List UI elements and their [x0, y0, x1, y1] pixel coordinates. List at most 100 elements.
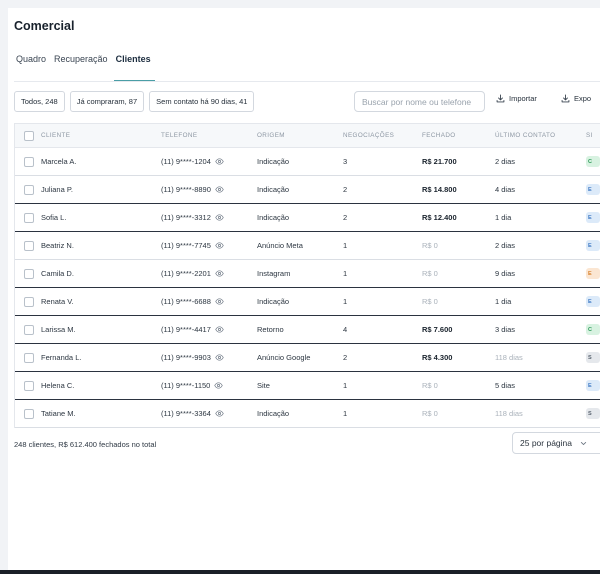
client-name[interactable]: Helena C. [41, 381, 75, 390]
last-contact-cell: 2 dias [495, 157, 516, 166]
phone-value: (11) 9****-2201 [161, 269, 211, 278]
client-name[interactable]: Camila D. [41, 269, 74, 278]
last-contact-cell: 1 dia [495, 297, 512, 306]
per-page-value: 25 por página [520, 438, 572, 448]
status-badge: S [586, 408, 600, 419]
closed-value: R$ 0 [422, 381, 438, 390]
row-checkbox[interactable] [24, 184, 34, 195]
table-row[interactable]: Fernanda L. (11) 9****-9903 Anúncio Google… [15, 344, 600, 372]
tabs: Quadro Recuperação Clientes [16, 52, 159, 82]
status-badge: E [586, 240, 600, 251]
table-row[interactable]: Larissa M. (11) 9****-4417 Retorno 4 R$ 7.60… [15, 316, 600, 344]
last-contact-cell: 3 dias [495, 325, 516, 334]
header-client[interactable]: CLIENTE [41, 132, 71, 139]
import-label: Importar [509, 94, 537, 103]
row-checkbox[interactable] [24, 380, 34, 391]
origin-cell: Indicação [257, 297, 290, 306]
eye-icon[interactable] [215, 241, 224, 250]
page-title: Comercial [14, 19, 75, 33]
header-status[interactable]: SI [586, 132, 593, 139]
row-checkbox[interactable] [24, 240, 34, 251]
filter-no-contact-90[interactable]: Sem contato há 90 dias, 41 [149, 91, 255, 112]
status-badge: E [586, 184, 600, 195]
table-header: CLIENTE TELEFONE ORIGEM NEGOCIAÇÕES FECH… [15, 124, 600, 148]
eye-icon[interactable] [214, 381, 224, 390]
client-name[interactable]: Renata V. [41, 297, 74, 306]
tab-clientes[interactable]: Clientes [113, 52, 155, 82]
negotiations-cell: 2 [343, 185, 348, 194]
eye-icon[interactable] [215, 325, 224, 334]
filter-purchased[interactable]: Já compraram, 87 [69, 91, 145, 112]
select-all-checkbox[interactable] [24, 130, 34, 141]
negotiations-cell: 1 [343, 381, 348, 390]
table-row[interactable]: Camila D. (11) 9****-2201 Instagram 1 R$ 0 9 … [15, 260, 600, 288]
table-row[interactable]: Helena C. (11) 9****-1150 Site 1 R$ 0 5 dias E [15, 372, 600, 400]
eye-icon[interactable] [215, 297, 224, 306]
table-row[interactable]: Marcela A. (11) 9****-1204 Indicação 3 R$ 21… [15, 148, 600, 176]
tabs-divider [14, 81, 600, 82]
table-row[interactable]: Juliana P. (11) 9****-8890 Indicação 2 R$ 14… [15, 176, 600, 204]
eye-icon[interactable] [215, 409, 224, 418]
closed-value: R$ 12.400 [422, 213, 457, 222]
last-contact-cell: 118 dias [495, 409, 523, 418]
last-contact-cell: 1 dia [495, 213, 512, 222]
client-name[interactable]: Tatiane M. [41, 409, 76, 418]
filter-chips: Todos, 248 Já compraram, 87 Sem contato … [14, 91, 255, 112]
row-checkbox[interactable] [24, 296, 34, 307]
filter-all[interactable]: Todos, 248 [14, 91, 65, 112]
row-checkbox[interactable] [24, 352, 34, 363]
origin-cell: Indicação [257, 409, 290, 418]
status-badge: S [586, 352, 600, 363]
client-name[interactable]: Larissa M. [41, 325, 76, 334]
phone-cell: (11) 9****-3312 [161, 204, 224, 231]
tab-quadro[interactable]: Quadro [16, 54, 47, 64]
phone-value: (11) 9****-6688 [161, 297, 211, 306]
header-phone[interactable]: TELEFONE [161, 132, 198, 139]
eye-icon[interactable] [215, 213, 224, 222]
table-summary: 248 clientes, R$ 612.400 fechados no tot… [14, 440, 157, 449]
header-closed[interactable]: FECHADO [422, 132, 456, 139]
table-row[interactable]: Tatiane M. (11) 9****-3364 Indicação 1 R$ 0 1… [15, 400, 600, 428]
negotiations-cell: 1 [343, 269, 348, 278]
tab-recuperacao[interactable]: Recuperação [54, 54, 108, 64]
last-contact-cell: 9 dias [495, 269, 516, 278]
per-page-select[interactable]: 25 por página [512, 432, 600, 454]
table-row[interactable]: Beatriz N. (11) 9****-7745 Anúncio Meta 1 R$… [15, 232, 600, 260]
eye-icon[interactable] [215, 353, 224, 362]
client-name[interactable]: Beatriz N. [41, 241, 74, 250]
closed-value: R$ 0 [422, 241, 438, 250]
eye-icon[interactable] [215, 185, 224, 194]
export-button[interactable]: Expo [561, 94, 591, 103]
negotiations-cell: 1 [343, 297, 348, 306]
eye-icon[interactable] [215, 157, 224, 166]
table-row[interactable]: Renata V. (11) 9****-6688 Indicação 1 R$ 0 1 … [15, 288, 600, 316]
import-button[interactable]: Importar [496, 94, 537, 103]
client-name[interactable]: Fernanda L. [41, 353, 82, 362]
closed-value: R$ 0 [422, 297, 438, 306]
row-checkbox[interactable] [24, 156, 34, 167]
status-badge: E [586, 380, 600, 391]
origin-cell: Instagram [257, 269, 291, 278]
phone-value: (11) 9****-7745 [161, 241, 211, 250]
phone-cell: (11) 9****-1204 [161, 148, 224, 175]
header-negotiations[interactable]: NEGOCIAÇÕES [343, 132, 395, 139]
client-name[interactable]: Juliana P. [41, 185, 73, 194]
last-contact-cell: 118 dias [495, 353, 523, 362]
export-label: Expo [574, 94, 592, 103]
header-last-contact[interactable]: ÚLTIMO CONTATO [495, 132, 556, 139]
header-origin[interactable]: ORIGEM [257, 132, 285, 139]
closed-value: R$ 7.600 [422, 325, 453, 334]
table-row[interactable]: Sofia L. (11) 9****-3312 Indicação 2 R$ 12.4… [15, 204, 600, 232]
row-checkbox[interactable] [24, 212, 34, 223]
eye-icon[interactable] [215, 269, 224, 278]
search-input[interactable] [354, 91, 485, 112]
origin-cell: Indicação [257, 213, 290, 222]
row-checkbox[interactable] [24, 324, 34, 335]
client-name[interactable]: Marcela A. [41, 157, 77, 166]
client-name[interactable]: Sofia L. [41, 213, 67, 222]
page-container: Comercial Quadro Recuperação Clientes To… [8, 8, 600, 570]
row-checkbox[interactable] [24, 408, 34, 419]
phone-value: (11) 9****-9903 [161, 353, 211, 362]
row-checkbox[interactable] [24, 268, 34, 279]
phone-cell: (11) 9****-6688 [161, 288, 224, 315]
